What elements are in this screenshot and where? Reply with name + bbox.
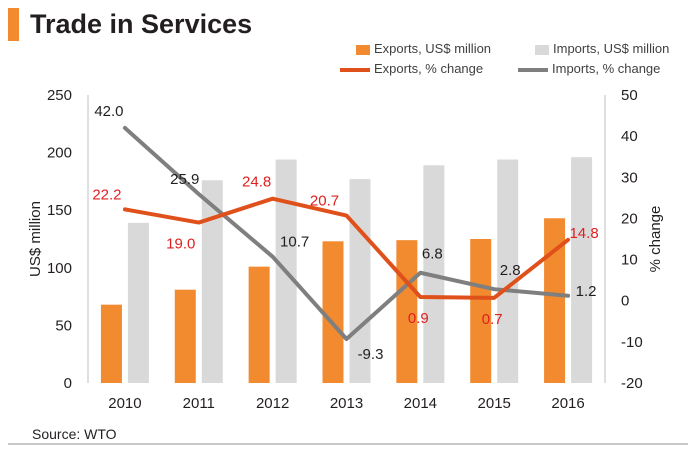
legend-swatch-exports-bar [356,44,370,55]
exports-bar [100,304,122,383]
exports-pct-line [122,196,571,300]
right-tick-label: -10 [621,334,643,351]
imports-pct-data-label: 6.8 [422,246,443,263]
x-tick-label: 2013 [330,395,363,412]
left-axis-title: US$ million [27,201,44,277]
right-tick-label: 40 [621,128,638,145]
imports-bar [497,159,519,383]
right-tick-label: 0 [621,293,629,310]
legend-item-imports-bar: Imports, US$ million [535,41,669,56]
legend-item-exports-line: Exports, % change [340,61,483,76]
exports-pct-data-label: 14.8 [569,225,598,242]
left-tick-label: 250 [47,87,72,104]
exports-pct-data-label: 24.8 [242,174,271,191]
x-tick-label: 2016 [551,395,584,412]
x-tick-label: 2011 [183,395,215,412]
source-note: Source: WTO [32,426,117,442]
legend-label-exports-line: Exports, % change [374,61,484,76]
right-tick-label: 10 [621,252,638,269]
imports-bar [127,222,149,383]
bottom-divider [8,443,688,445]
legend-item-imports-line: Imports, % change [518,61,660,76]
right-axis-title: % change [647,206,664,273]
chart-title: Trade in Services [30,9,253,39]
legend-swatch-exports-line [340,67,370,72]
right-tick-label: 50 [621,87,638,104]
exports-bar [248,266,270,383]
x-tick-label: 2010 [108,395,141,412]
exports-pct-data-label: 19.0 [166,236,195,253]
imports-pct-data-label: 10.7 [280,234,309,251]
left-tick-label: 50 [55,317,72,334]
legend-swatch-imports-bar [535,44,549,55]
legend-label-imports-bar: Imports, US$ million [553,41,670,56]
x-tick-label: 2012 [256,395,289,412]
x-tick-label: 2015 [478,395,511,412]
exports-pct-data-label: 0.9 [408,310,429,327]
left-tick-label: 0 [64,375,72,392]
imports-pct-data-label: -9.3 [358,346,384,363]
exports-bar [322,241,344,383]
exports-pct-data-label: 20.7 [310,193,339,210]
legend-label-imports-line: Imports, % change [552,61,661,76]
legend-item-exports-bar: Exports, US$ million [356,41,491,56]
legend-swatch-imports-line [518,67,548,72]
imports-bar [571,157,593,383]
imports-pct-line [122,125,571,341]
exports-bar [174,289,196,383]
exports-bar [470,239,492,383]
exports-pct-data-label: 22.2 [92,186,121,203]
imports-pct-data-label: 25.9 [170,171,199,188]
imports-bar [201,180,223,383]
title-accent-bar [8,8,19,41]
imports-pct-data-label: 42.0 [94,103,123,120]
right-tick-label: -20 [621,375,643,392]
imports-pct-data-label: 2.8 [500,262,521,279]
right-tick-label: 30 [621,169,638,186]
right-tick-label: 20 [621,210,638,227]
left-tick-label: 200 [47,145,72,162]
exports-pct-data-label: 0.7 [482,311,503,328]
left-tick-label: 150 [47,202,72,219]
imports-pct-data-label: 1.2 [576,283,597,300]
exports-bar [544,218,566,383]
x-tick-label: 2014 [404,395,437,412]
left-tick-label: 100 [47,260,72,277]
legend-label-exports-bar: Exports, US$ million [374,41,492,56]
